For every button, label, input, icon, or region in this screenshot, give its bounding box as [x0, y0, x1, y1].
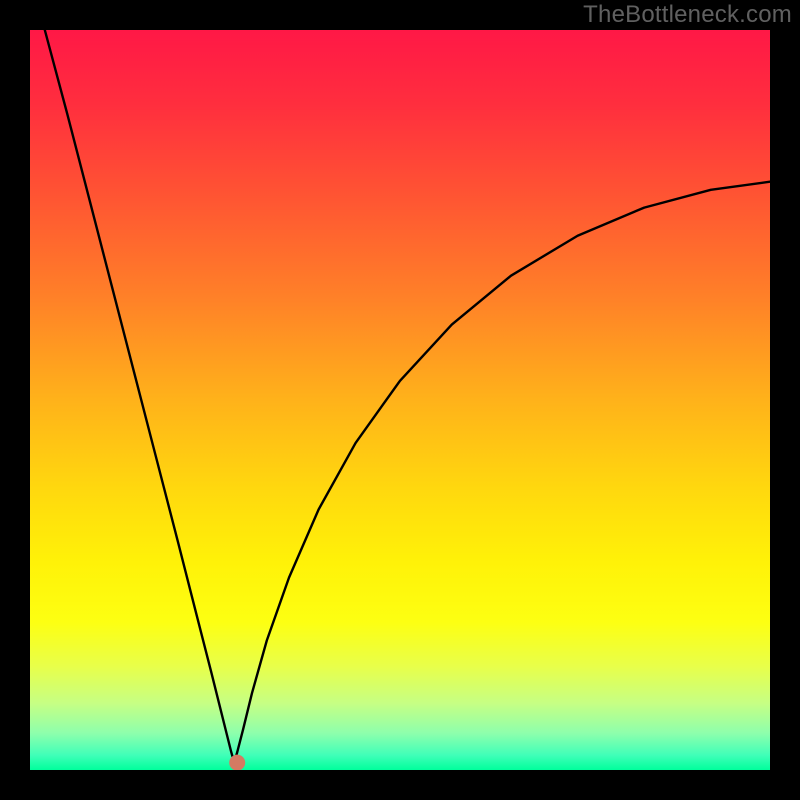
- watermark-label: TheBottleneck.com: [583, 0, 792, 30]
- bottleneck-curve-chart: [30, 30, 770, 770]
- plot-area: [30, 30, 770, 770]
- optimal-point-marker: [229, 755, 245, 770]
